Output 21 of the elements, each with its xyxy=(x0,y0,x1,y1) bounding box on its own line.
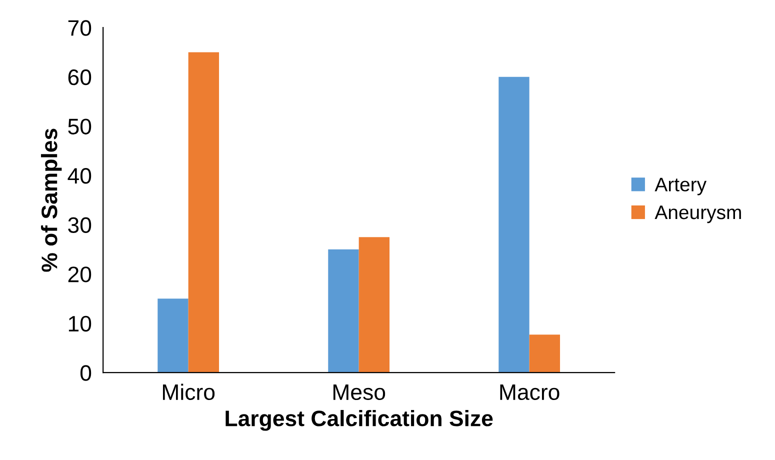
bar xyxy=(498,76,530,373)
y-tick-label: 60 xyxy=(68,69,92,86)
legend-label: Artery xyxy=(654,178,707,196)
x-axis-title: Largest Calcification Size xyxy=(226,410,493,431)
x-tick-label: Meso xyxy=(333,384,386,400)
y-tick-label: 30 xyxy=(68,217,92,234)
legend-label: Aneurysm xyxy=(654,206,741,224)
x-tick-label: Micro xyxy=(162,384,215,400)
y-tick-label: 10 xyxy=(68,316,92,332)
y-tick-label: 70 xyxy=(68,20,92,36)
bar xyxy=(158,298,188,373)
bar xyxy=(188,52,220,373)
y-tick-label: 40 xyxy=(68,168,92,184)
bar xyxy=(358,237,390,373)
y-tick-label: 20 xyxy=(68,266,92,282)
y-tick-label: 0 xyxy=(80,365,92,381)
x-tick-label: Macro xyxy=(500,384,560,400)
bar xyxy=(328,249,359,373)
bar xyxy=(529,334,560,373)
y-tick-label: 50 xyxy=(68,118,92,134)
y-axis-title: % of Samples xyxy=(40,128,62,272)
